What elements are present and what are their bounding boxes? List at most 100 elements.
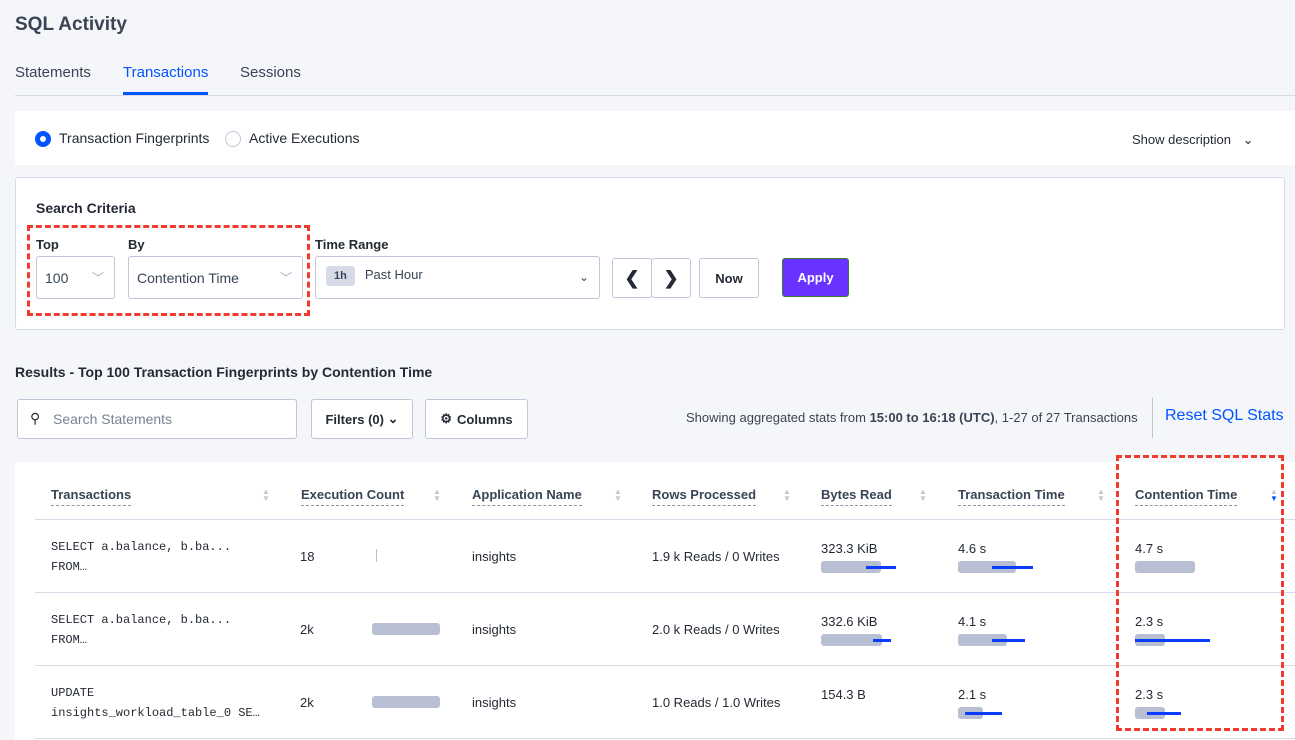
time-value: 2.1 s	[958, 687, 987, 702]
column-header[interactable]: Application Name	[472, 487, 582, 506]
active-tab-indicator	[123, 92, 208, 95]
bytes-value: 323.3 KiB	[821, 541, 878, 556]
time-stddev-bar	[991, 639, 1026, 642]
query-line: insights_workload_table_0 SE…	[51, 706, 260, 720]
search-statements-input[interactable]: ⚲ Search Statements	[17, 399, 297, 439]
cont-stddev-bar	[1135, 639, 1211, 642]
columns-label: Columns	[457, 411, 513, 427]
by-value: Contention Time	[137, 270, 239, 286]
column-header[interactable]: Transactions	[51, 487, 132, 506]
sort-icon[interactable]: ▲ ▼	[433, 487, 441, 503]
time-mean-bar	[958, 561, 1017, 573]
row-divider	[35, 738, 1295, 739]
sort-icon[interactable]: ▲ ▼	[614, 487, 622, 503]
row-divider	[35, 665, 1295, 666]
row-divider	[35, 519, 1295, 520]
search-criteria-panel	[15, 177, 1285, 330]
tab-statements[interactable]: Statements	[15, 64, 91, 81]
sort-icon[interactable]: ▲ ▼	[262, 487, 270, 503]
transactions-table	[15, 462, 1295, 740]
application-name: insights	[472, 622, 517, 637]
tab-transactions[interactable]: Transactions	[123, 64, 209, 81]
time-range-select[interactable]: 1h Past Hour ⌄	[315, 256, 600, 299]
bytes-value: 332.6 KiB	[821, 614, 878, 629]
column-header[interactable]: Execution Count	[301, 487, 405, 506]
rows-processed: 1.0 Reads / 1.0 Writes	[652, 695, 781, 710]
previous-time-button[interactable]: ❮	[612, 258, 652, 298]
query-line: SELECT a.balance, b.ba...	[51, 613, 232, 627]
bytes-mean-bar	[821, 634, 882, 646]
tab-divider	[15, 95, 1295, 96]
sort-icon[interactable]: ▲ ▼	[1097, 487, 1105, 503]
search-criteria-title: Search Criteria	[36, 200, 136, 216]
top-select[interactable]: 100 ﹀	[36, 256, 115, 299]
column-header[interactable]: Contention Time	[1135, 487, 1238, 506]
top-value: 100	[45, 270, 69, 286]
execution-count-bar	[372, 696, 440, 708]
stats-summary: Showing aggregated stats from 15:00 to 1…	[686, 410, 1138, 425]
transaction-query[interactable]: SELECT a.balance, b.ba... FROM…	[51, 537, 231, 577]
highlight-box-contention	[1116, 455, 1284, 731]
search-icon: ⚲	[30, 410, 41, 426]
columns-button[interactable]: ⚙ Columns	[425, 399, 528, 439]
time-stddev-bar	[992, 566, 1034, 569]
radio-active-executions[interactable]	[225, 131, 241, 147]
cont-value: 2.3 s	[1135, 614, 1164, 629]
chevron-left-icon: ❮	[624, 267, 640, 288]
column-header[interactable]: Bytes Read	[821, 487, 892, 506]
cont-stddev-bar	[1147, 712, 1182, 715]
top-label: Top	[36, 237, 59, 252]
tab-sessions[interactable]: Sessions	[240, 64, 301, 81]
sort-icon[interactable]: ▲ ▼	[783, 487, 791, 503]
chevron-down-icon: ﹀	[279, 271, 292, 285]
column-header[interactable]: Rows Processed	[652, 487, 757, 506]
time-badge: 1h	[326, 266, 355, 286]
gear-icon: ⚙	[440, 411, 453, 426]
by-select[interactable]: Contention Time ﹀	[128, 256, 303, 299]
sort-icon[interactable]: ▲ ▼	[1270, 487, 1278, 503]
apply-button[interactable]: Apply	[782, 258, 849, 297]
cont-value: 2.3 s	[1135, 687, 1164, 702]
application-name: insights	[472, 695, 517, 710]
transaction-query[interactable]: UPDATE insights_workload_table_0 SE…	[51, 683, 260, 723]
radio-transaction-fingerprints[interactable]	[35, 131, 51, 147]
divider	[1152, 398, 1153, 438]
time-stddev-bar	[965, 712, 1002, 715]
bytes-stddev-bar	[865, 566, 897, 569]
cont-mean-bar	[1135, 561, 1195, 573]
execution-count: 2k	[300, 695, 314, 710]
now-button[interactable]: Now	[699, 258, 759, 298]
chevron-down-icon: ⌄	[578, 270, 589, 284]
radio-label-active[interactable]: Active Executions	[249, 130, 360, 146]
bytes-stddev-bar	[873, 639, 892, 642]
time-range-value: Past Hour	[364, 267, 423, 282]
application-name: insights	[472, 549, 517, 564]
row-divider	[35, 592, 1295, 593]
chevron-right-icon: ❯	[663, 267, 679, 288]
time-range-label: Time Range	[315, 237, 389, 252]
stats-prefix: Showing aggregated stats from	[686, 410, 870, 425]
query-line: SELECT a.balance, b.ba...	[51, 540, 232, 554]
radio-label-fingerprints[interactable]: Transaction Fingerprints	[59, 130, 210, 146]
execution-count: 2k	[300, 622, 314, 637]
results-title: Results - Top 100 Transaction Fingerprin…	[15, 364, 433, 380]
show-description-button[interactable]: Show description ⌄	[1132, 132, 1254, 148]
chevron-down-icon: ﹀	[91, 271, 104, 285]
execution-count: 18	[300, 549, 315, 564]
cont-value: 4.7 s	[1135, 541, 1164, 556]
time-value: 4.1 s	[958, 614, 987, 629]
bytes-mean-bar	[821, 561, 881, 573]
query-line: UPDATE	[51, 686, 95, 700]
time-mean-bar	[958, 634, 1007, 646]
column-header[interactable]: Transaction Time	[958, 487, 1065, 506]
query-line: FROM…	[51, 633, 88, 647]
transaction-query[interactable]: SELECT a.balance, b.ba... FROM…	[51, 610, 231, 650]
chevron-down-icon: ⌄	[387, 411, 399, 426]
reset-sql-stats-link[interactable]: Reset SQL Stats	[1165, 407, 1284, 424]
next-time-button[interactable]: ❯	[651, 258, 691, 298]
query-line: FROM…	[51, 560, 88, 574]
filters-button[interactable]: Filters (0) ⌄	[311, 399, 413, 439]
show-description-label: Show description	[1132, 132, 1231, 147]
sort-icon[interactable]: ▲ ▼	[919, 487, 927, 503]
rows-processed: 2.0 k Reads / 0 Writes	[652, 622, 780, 637]
